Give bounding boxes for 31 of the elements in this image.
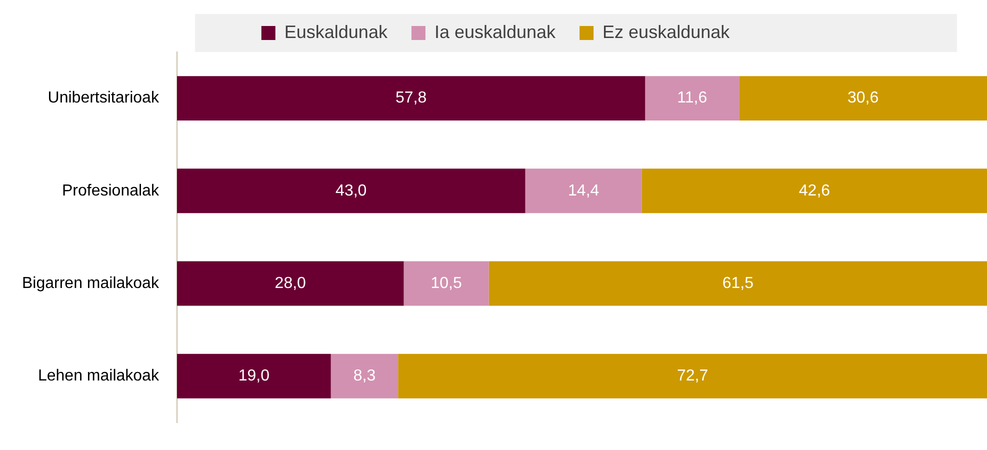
y-tick-label: Profesionalak (62, 182, 160, 200)
bar (645, 76, 740, 121)
y-tick-label: Unibertsitarioak (48, 90, 160, 107)
data-label: 42,6 (798, 182, 830, 200)
data-label: 61,5 (722, 274, 754, 292)
data-label: 10,5 (430, 274, 462, 292)
bar (330, 354, 398, 398)
bar (176, 76, 646, 121)
bar (488, 261, 987, 306)
bar (176, 261, 404, 306)
y-tick-label: Lehen mailakoak (38, 368, 160, 385)
data-label: 14,4 (568, 182, 600, 200)
bar (739, 76, 987, 121)
data-label: 11,6 (677, 90, 708, 107)
y-tick-label: Bigarren mailakoak (22, 274, 160, 292)
data-label: 57,8 (395, 90, 427, 107)
data-label: 43,0 (336, 182, 367, 200)
legend-label: Ia euskaldunak (434, 22, 557, 42)
data-label: 28,0 (274, 274, 306, 292)
bar (525, 168, 642, 214)
bar (176, 354, 331, 398)
data-label: 30,6 (847, 90, 879, 107)
bar (404, 261, 489, 306)
bar (398, 354, 987, 398)
data-label: 8,3 (353, 368, 376, 385)
bar (642, 168, 987, 214)
legend-label: Euskaldunak (284, 22, 388, 42)
data-label: 72,7 (676, 368, 708, 385)
bar (176, 168, 526, 214)
legend-label: Ez euskaldunak (602, 22, 731, 42)
data-label: 19,0 (238, 368, 270, 385)
